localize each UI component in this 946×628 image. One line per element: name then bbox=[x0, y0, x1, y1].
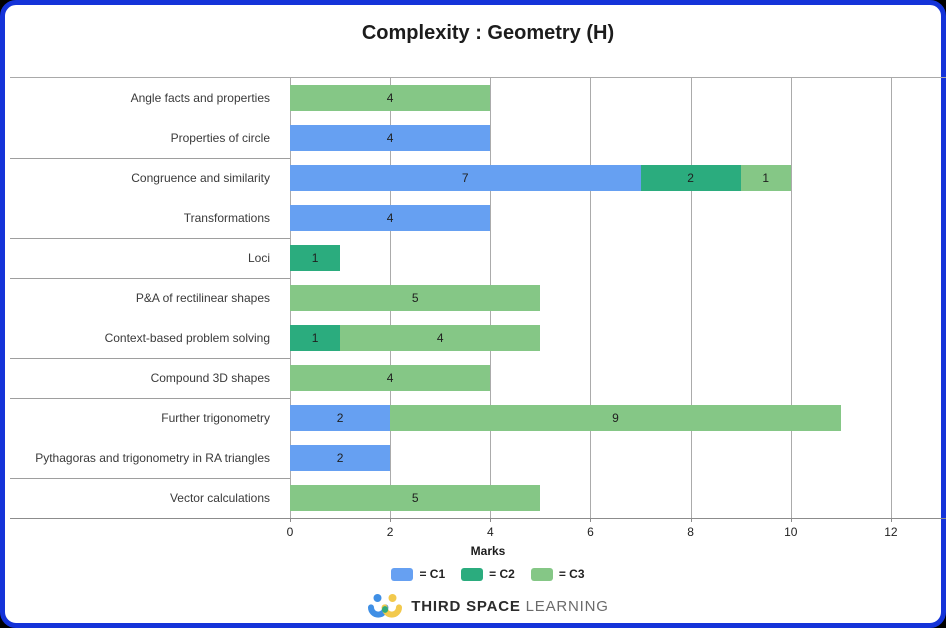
category-group-separator bbox=[10, 478, 290, 479]
legend-item: = C1 bbox=[391, 567, 445, 581]
bar-segment-c1: 2 bbox=[290, 445, 391, 471]
bar-segment-c1: 4 bbox=[290, 205, 491, 231]
legend-item: = C2 bbox=[461, 567, 515, 581]
x-axis-tick-label: 8 bbox=[687, 525, 694, 539]
category-group-separator bbox=[10, 278, 290, 279]
category-group-separator bbox=[10, 238, 290, 239]
bar-segment-c3: 9 bbox=[390, 405, 841, 431]
x-axis-tick-label: 4 bbox=[486, 525, 494, 539]
category-group-separator bbox=[10, 158, 290, 159]
chart-row: Transformations 4 bbox=[10, 198, 946, 238]
x-axis-tick-label: 10 bbox=[784, 525, 798, 539]
stacked-bar: 4 bbox=[290, 85, 491, 111]
bar-segment-c1: 7 bbox=[290, 165, 641, 191]
legend-label: = C3 bbox=[558, 567, 585, 581]
bar-segment-c2: 2 bbox=[640, 165, 741, 191]
x-axis-tick-label: 0 bbox=[286, 525, 294, 539]
legend-swatch bbox=[530, 567, 553, 581]
chart-row: Further trigonometry 2 9 bbox=[10, 398, 946, 438]
x-axis-tick-label: 6 bbox=[587, 525, 594, 539]
bar-segment-c3: 4 bbox=[340, 325, 541, 351]
x-axis-tick-label: 2 bbox=[386, 525, 394, 539]
gridline bbox=[590, 78, 592, 518]
bar-segment-c3: 4 bbox=[290, 85, 491, 111]
x-axis-tick bbox=[890, 518, 892, 522]
stacked-bar: 4 bbox=[290, 205, 491, 231]
legend-label: = C1 bbox=[419, 567, 446, 581]
chart-row: Context-based problem solving 1 4 bbox=[10, 318, 946, 358]
category-label: Compound 3D shapes bbox=[150, 371, 270, 385]
x-axis-tick bbox=[690, 518, 692, 522]
category-label: Loci bbox=[247, 251, 270, 265]
chart-row: Congruence and similarity 7 2 1 bbox=[10, 158, 946, 198]
category-label: Pythagoras and trigonometry in RA triang… bbox=[35, 451, 270, 465]
x-axis-tick bbox=[490, 518, 492, 522]
bar-segment-c1: 2 bbox=[290, 405, 391, 431]
chart-row: Angle facts and properties 4 bbox=[10, 78, 946, 118]
bar-segment-c2: 1 bbox=[290, 245, 341, 271]
bar-segment-c2: 1 bbox=[290, 325, 341, 351]
bar-segment-c3: 5 bbox=[290, 285, 541, 311]
category-label: Transformations bbox=[183, 211, 270, 225]
stacked-bar: 4 bbox=[290, 365, 491, 391]
stacked-bar: 5 bbox=[290, 285, 541, 311]
category-label: Context-based problem solving bbox=[104, 331, 270, 345]
x-axis-tick bbox=[390, 518, 392, 522]
x-axis-tick-label: 12 bbox=[884, 525, 898, 539]
legend-item: = C3 bbox=[530, 567, 585, 581]
bar-segment-c1: 4 bbox=[290, 125, 491, 151]
category-label: P&A of rectilinear shapes bbox=[135, 291, 270, 305]
category-label: Properties of circle bbox=[170, 131, 270, 145]
brand-footer: THIRD SPACE LEARNING bbox=[35, 593, 941, 619]
chart-row: Properties of circle 4 bbox=[10, 118, 946, 158]
legend-swatch bbox=[461, 567, 484, 581]
chart-row: Pythagoras and trigonometry in RA triang… bbox=[10, 438, 946, 478]
category-label: Further trigonometry bbox=[161, 411, 270, 425]
chart-row: Vector calculations 5 bbox=[10, 478, 946, 518]
bar-segment-c3: 1 bbox=[740, 165, 791, 191]
stacked-bar: 2 bbox=[290, 445, 391, 471]
plot-area: Angle facts and properties 4 Properties of… bbox=[10, 77, 946, 519]
x-axis-tick bbox=[590, 518, 592, 522]
gridline bbox=[890, 78, 892, 518]
gridline bbox=[690, 78, 692, 518]
brand-name: THIRD SPACE LEARNING bbox=[411, 598, 608, 615]
x-axis-tick bbox=[290, 518, 291, 522]
chart-row: Compound 3D shapes 4 bbox=[10, 358, 946, 398]
chart-row: Loci 1 bbox=[10, 238, 946, 278]
category-group-separator bbox=[10, 358, 290, 359]
x-axis-tick bbox=[790, 518, 792, 522]
stacked-bar: 1 bbox=[290, 245, 341, 271]
bar-segment-c3: 4 bbox=[290, 365, 491, 391]
chart-title: Complexity : Geometry (H) bbox=[361, 22, 615, 44]
third-space-learning-logo-icon bbox=[368, 594, 403, 618]
gridline bbox=[790, 78, 792, 518]
bar-segment-c3: 5 bbox=[290, 485, 541, 511]
legend-label: = C2 bbox=[489, 567, 515, 581]
legend-swatch bbox=[391, 567, 414, 581]
chart-row: P&A of rectilinear shapes 5 bbox=[10, 278, 946, 318]
category-label: Angle facts and properties bbox=[130, 91, 270, 105]
chart-legend: = C1 = C2 = C3 bbox=[35, 567, 941, 581]
category-group-separator bbox=[10, 398, 290, 399]
brand-name-light: LEARNING bbox=[525, 597, 609, 615]
stacked-bar: 5 bbox=[290, 485, 541, 511]
x-axis-label: Marks bbox=[470, 544, 506, 558]
stacked-bar: 4 bbox=[290, 125, 491, 151]
x-axis: 0 2 4 6 8 10 12 bbox=[10, 517, 946, 547]
category-label: Vector calculations bbox=[169, 491, 270, 505]
category-label: Congruence and similarity bbox=[131, 171, 270, 185]
brand-name-bold: THIRD SPACE bbox=[411, 597, 521, 615]
